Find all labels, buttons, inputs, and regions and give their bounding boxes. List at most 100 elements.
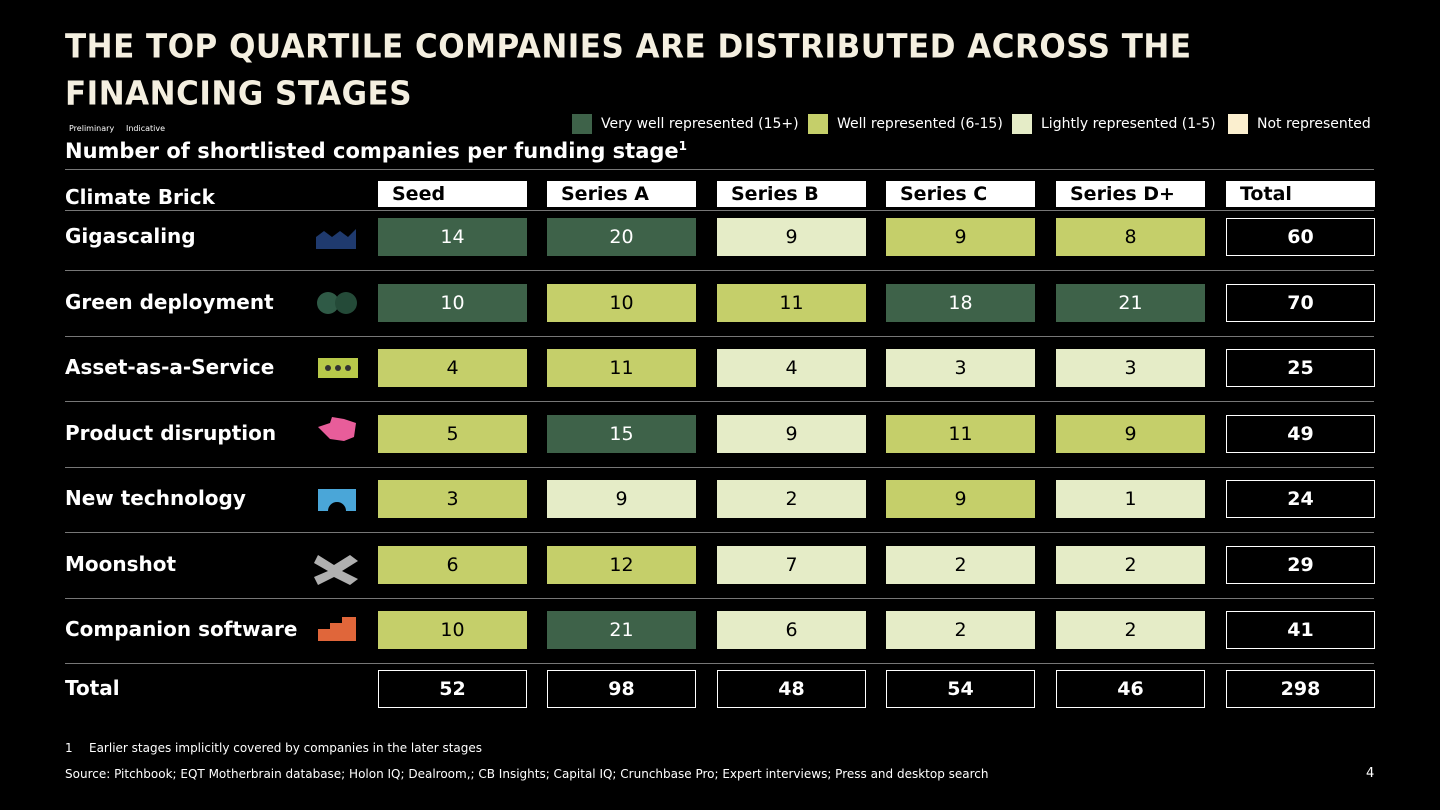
cell: 9: [886, 218, 1035, 256]
cell: 8: [1056, 218, 1205, 256]
column-header: Series B: [717, 181, 866, 207]
cell: 21: [1056, 283, 1205, 322]
footnote-number: 1: [65, 741, 73, 755]
icon: [317, 292, 339, 314]
row-name: Green deployment: [65, 289, 274, 314]
cell: 4: [378, 349, 527, 387]
icon: [325, 365, 351, 371]
cell: 9: [547, 480, 696, 518]
legend-item: Very well represented (15+): [572, 114, 799, 134]
rule: [65, 270, 1374, 271]
cell: 10: [378, 611, 527, 649]
row-total: 49: [1226, 414, 1375, 453]
legend-swatch: [572, 114, 592, 134]
rule: [65, 597, 1374, 599]
total-name: Total: [65, 675, 120, 700]
column-header: Series D+: [1056, 181, 1205, 207]
subtitle-text: Number of shortlisted companies per fund…: [65, 139, 679, 163]
rule: [65, 335, 1374, 337]
tag: Indicative: [126, 124, 166, 133]
cell: 3: [378, 480, 527, 518]
cell: 2: [1056, 611, 1205, 649]
cell: 9: [1056, 414, 1205, 453]
legend-label: Not represented: [1257, 116, 1371, 132]
column-header: Seed: [378, 181, 527, 207]
row-name: Moonshot: [65, 551, 177, 576]
column-total: 46: [1056, 669, 1205, 708]
row-total: 60: [1226, 218, 1375, 256]
rule: [65, 401, 1374, 402]
grand-total: 298: [1226, 669, 1375, 708]
rule: [65, 210, 1374, 211]
cell: 10: [378, 283, 527, 322]
row-name: Product disruption: [65, 420, 277, 445]
icon: [335, 292, 357, 314]
legend-item: Lightly represented (1-5): [1012, 114, 1216, 134]
cell: 11: [717, 283, 866, 322]
column-header: Series A: [547, 181, 696, 207]
row-header: Climate Brick: [65, 185, 215, 209]
legend-label: Well represented (6-15): [837, 116, 1003, 132]
cell: 11: [547, 349, 696, 387]
cell: 2: [886, 611, 1035, 649]
icon: [318, 417, 356, 441]
legend-item: Not represented: [1228, 114, 1371, 134]
legend-item: Well represented (6-15): [808, 114, 1003, 134]
cell: 10: [547, 283, 696, 322]
cell: 15: [547, 414, 696, 453]
column-total: 48: [717, 669, 866, 708]
cell: 3: [886, 349, 1035, 387]
row-total: 70: [1226, 283, 1375, 322]
column-total: 52: [378, 669, 527, 708]
legend-label: Lightly represented (1-5): [1041, 116, 1216, 132]
cell: 6: [378, 545, 527, 584]
row-total: 41: [1226, 611, 1375, 649]
legend-swatch: [808, 114, 828, 134]
cell: 1: [1056, 480, 1205, 518]
column-header: Series C: [886, 181, 1035, 207]
icon: [314, 555, 358, 585]
row-name: Gigascaling: [65, 224, 196, 248]
source: Source: Pitchbook; EQT Motherbrain datab…: [65, 767, 989, 781]
row-total: 25: [1226, 349, 1375, 387]
cell: 14: [378, 218, 527, 256]
rule: [65, 532, 1374, 533]
subtitle: Number of shortlisted companies per fund…: [65, 139, 687, 163]
rule: [65, 466, 1374, 468]
row-name: Asset-as-a-Service: [65, 355, 275, 379]
legend-swatch: [1012, 114, 1032, 134]
column-header: Total: [1226, 181, 1375, 207]
footnote: Earlier stages implicitly covered by com…: [89, 741, 483, 755]
cell: 2: [1056, 545, 1205, 584]
cell: 2: [717, 480, 866, 518]
row-total: 29: [1226, 545, 1375, 584]
row-total: 24: [1226, 480, 1375, 518]
tag: Preliminary: [69, 124, 115, 133]
icons: [314, 229, 358, 641]
rule: [65, 663, 1374, 664]
legend-swatch: [1228, 114, 1248, 134]
cell: 9: [717, 414, 866, 453]
cell: 9: [717, 218, 866, 256]
cell: 20: [547, 218, 696, 256]
cell: 11: [886, 414, 1035, 453]
icon: [318, 489, 356, 511]
page-number: 4: [1366, 766, 1375, 781]
title: THE TOP QUARTILE COMPANIES ARE DISTRIBUT…: [65, 27, 1192, 113]
cell: 7: [717, 545, 866, 584]
cell: 5: [378, 414, 527, 453]
legend-label: Very well represented (15+): [601, 116, 799, 132]
icon: [316, 229, 356, 249]
cell: 6: [717, 611, 866, 649]
column-total: 98: [547, 669, 696, 708]
cell: 3: [1056, 349, 1205, 387]
footnote-ref: 1: [678, 139, 688, 153]
cell: 21: [547, 611, 696, 649]
cell: 9: [886, 480, 1035, 518]
row-name: Companion software: [65, 617, 298, 641]
icon: [318, 617, 356, 641]
rule: [65, 169, 1374, 170]
column-total: 54: [886, 669, 1035, 708]
cell: 12: [547, 545, 696, 584]
